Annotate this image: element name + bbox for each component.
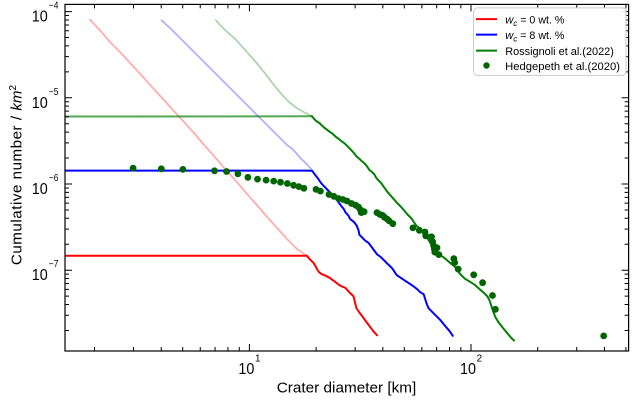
svg-text:Crater diameter [km]: Crater diameter [km] — [277, 379, 417, 396]
svg-text:10: 10 — [460, 361, 476, 378]
svg-text:10: 10 — [32, 267, 48, 284]
svg-text:10: 10 — [32, 181, 48, 198]
svg-text:wc = 0 wt. %: wc = 0 wt. % — [505, 15, 564, 28]
svg-text:Cumulative number / km2: Cumulative number / km2 — [8, 85, 26, 266]
svg-text:−4: −4 — [49, 1, 59, 12]
svg-text:10: 10 — [32, 95, 48, 112]
svg-text:2: 2 — [477, 354, 482, 365]
svg-text:−6: −6 — [49, 173, 59, 184]
svg-text:−5: −5 — [49, 87, 59, 98]
svg-text:10: 10 — [32, 9, 48, 26]
svg-text:Hedgepeth et al.(2020): Hedgepeth et al.(2020) — [505, 61, 620, 73]
svg-text:1: 1 — [255, 354, 260, 365]
svg-text:Rossignoli et al.(2022): Rossignoli et al.(2022) — [505, 46, 614, 58]
svg-text:−7: −7 — [49, 259, 59, 270]
svg-text:10: 10 — [238, 361, 254, 378]
svg-text:wc = 8 wt. %: wc = 8 wt. % — [505, 30, 564, 43]
